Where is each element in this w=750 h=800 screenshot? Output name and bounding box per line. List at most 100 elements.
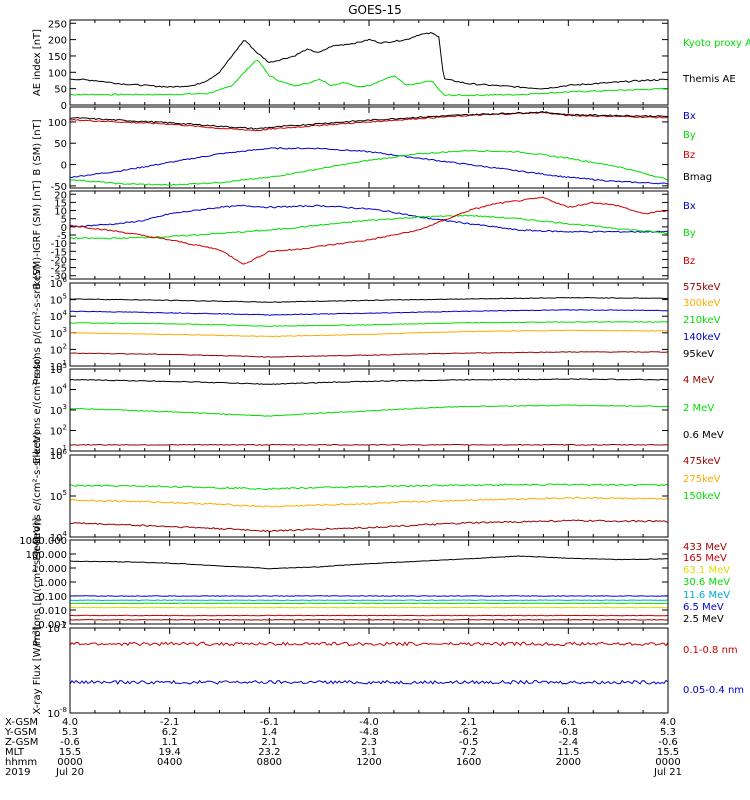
time-axis-value: -0.6	[658, 737, 678, 748]
panel-1: 250 200 150 100 50 0 AE index [nT] Kyoto proxy …	[32, 19, 750, 112]
legend-label: Themis AE	[682, 74, 736, 85]
panel-frame	[69, 368, 669, 452]
y-axis-label: B (SM)-IGRF (SM) [nT]	[32, 180, 43, 289]
time-axis-value: 4.0	[62, 717, 78, 728]
series-line-4-mev	[69, 443, 669, 446]
legend-label: 0.1-0.8 nm	[683, 645, 738, 656]
legend-label: 2.5 MeV	[683, 614, 724, 625]
panel-frame	[69, 19, 669, 106]
y-tick-label: 105	[50, 362, 67, 376]
legend-label: 210keV	[683, 315, 721, 326]
panel-7: 1000.000 100.000 10.000 1.000 0.100 0.010 0.00…	[19, 518, 730, 646]
time-axis-row-label: Y-GSM	[4, 727, 37, 738]
legend-label: Bmag	[683, 172, 712, 183]
y-tick-label: 106	[50, 276, 68, 290]
y-tick-label: 50	[54, 85, 67, 96]
legend-label: 475keV	[683, 456, 721, 467]
y-tick-label: 104	[50, 309, 68, 323]
series-line-475kev	[69, 519, 669, 533]
legend-label: 150keV	[683, 491, 721, 502]
time-axis-value: 19.4	[159, 747, 181, 758]
y-tick-label: 101	[50, 359, 67, 373]
y-tick-label: 1000.000	[19, 536, 67, 547]
legend-label: 140keV	[683, 332, 721, 343]
time-axis-value: 1600	[456, 757, 481, 768]
y-tick-label: -25	[51, 264, 67, 275]
panel-frame	[69, 539, 669, 625]
legend-label: Bx	[683, 201, 696, 212]
time-axis-row-label: hhmm	[5, 757, 37, 768]
time-axis-value: Jul 20	[55, 767, 84, 778]
y-axis-label: Protons [p/(cm²-s-sr-keV)]	[32, 518, 43, 646]
time-axis-value: 0800	[257, 757, 282, 768]
y-tick-label: 10.000	[32, 564, 67, 575]
legend-label: 165 MeV	[683, 553, 727, 564]
legend-label: 0.6 MeV	[683, 430, 724, 441]
panel-4: 106 105 104 103 102 101 Protons p/(cm²-s-sr-ke…	[32, 264, 721, 385]
time-axis-value: 6.2	[162, 727, 178, 738]
series-line-bx	[69, 147, 669, 185]
time-axis-value: -0.5	[459, 737, 479, 748]
panel-frame	[69, 190, 669, 280]
y-tick-label: 101	[50, 444, 67, 458]
panel-8: 10-7 10-8 X-ray Flux [W/m²] 0.1-0.8 nm 0.05-…	[32, 621, 744, 720]
y-tick-label: -10	[51, 239, 67, 250]
y-tick-label: 0.010	[38, 606, 67, 617]
y-tick-label: 0	[61, 223, 67, 234]
y-tick-label: 100.000	[26, 550, 67, 561]
time-axis-value: 5.3	[62, 727, 78, 738]
legend-label: 2 MeV	[683, 403, 714, 414]
y-tick-label: 0.100	[38, 592, 67, 603]
legend-label: 0.05-0.4 nm	[683, 685, 744, 696]
time-axis-value: 0400	[157, 757, 182, 768]
series-line-6-5-mev	[69, 595, 669, 597]
y-tick-label: 15	[54, 198, 67, 209]
time-axis-value: -2.4	[559, 737, 579, 748]
series-line-575kev	[69, 351, 669, 358]
time-axis-value: 1.4	[261, 727, 277, 738]
panel-5: 105 104 103 102 101 Electrons e/(cm²-s-sr) 4 M…	[32, 356, 724, 464]
time-axis-value: 2000	[556, 757, 581, 768]
legend-label: 4 MeV	[683, 375, 714, 386]
time-axis-row-label: X-GSM	[5, 717, 38, 728]
legend-label: 30.6 MeV	[683, 577, 730, 588]
series-line-0-1-0-8-nm	[69, 641, 669, 647]
y-tick-label: 10	[54, 207, 67, 218]
y-tick-label: 0	[61, 101, 67, 112]
panel-2: 100 50 0 -50 B (SM) [nT] Bx By Bz Bmag	[32, 106, 712, 193]
y-tick-label: 50	[54, 139, 67, 150]
legend-label: 575keV	[683, 282, 721, 293]
legend-label: Bz	[683, 150, 695, 161]
panel-frame	[69, 627, 669, 714]
y-tick-label: 106	[50, 448, 68, 462]
series-line-bz	[69, 111, 669, 132]
series-line-0-6-mev	[69, 378, 668, 385]
legend-label: 11.6 MeV	[683, 590, 730, 601]
y-tick-label: -50	[51, 182, 67, 193]
series-line-300kev	[69, 329, 669, 338]
y-axis-label: B (SM) [nT]	[32, 119, 43, 175]
panel-frame	[69, 282, 669, 367]
y-axis-label: Electrons e/(cm²-s-sr)	[32, 356, 43, 464]
series-line-63-1-mev	[69, 606, 669, 609]
time-axis-value: 15.5	[657, 747, 679, 758]
y-tick-label: 104	[50, 383, 68, 397]
legend-label: By	[683, 130, 696, 141]
series-line-95kev	[69, 296, 669, 303]
time-axis-value: 6.1	[560, 717, 576, 728]
time-axis-value: 2.1	[261, 737, 277, 748]
y-tick-label: -5	[57, 231, 67, 242]
y-tick-label: 250	[48, 19, 67, 30]
panel-6: 106 105 104 Electrons e/(cm²-s-sr-keV) 475ke…	[32, 431, 721, 560]
time-axis-value: 2.3	[361, 737, 377, 748]
series-line-150kev	[69, 483, 669, 490]
y-tick-label: 1.000	[38, 578, 67, 589]
series-line-165-mev	[69, 614, 669, 617]
y-tick-label: 102	[50, 424, 67, 438]
time-axis-value: -0.6	[60, 737, 80, 748]
y-tick-label: 102	[50, 342, 67, 356]
time-axis-value: 0000	[655, 757, 680, 768]
y-tick-label: 105	[50, 489, 67, 503]
